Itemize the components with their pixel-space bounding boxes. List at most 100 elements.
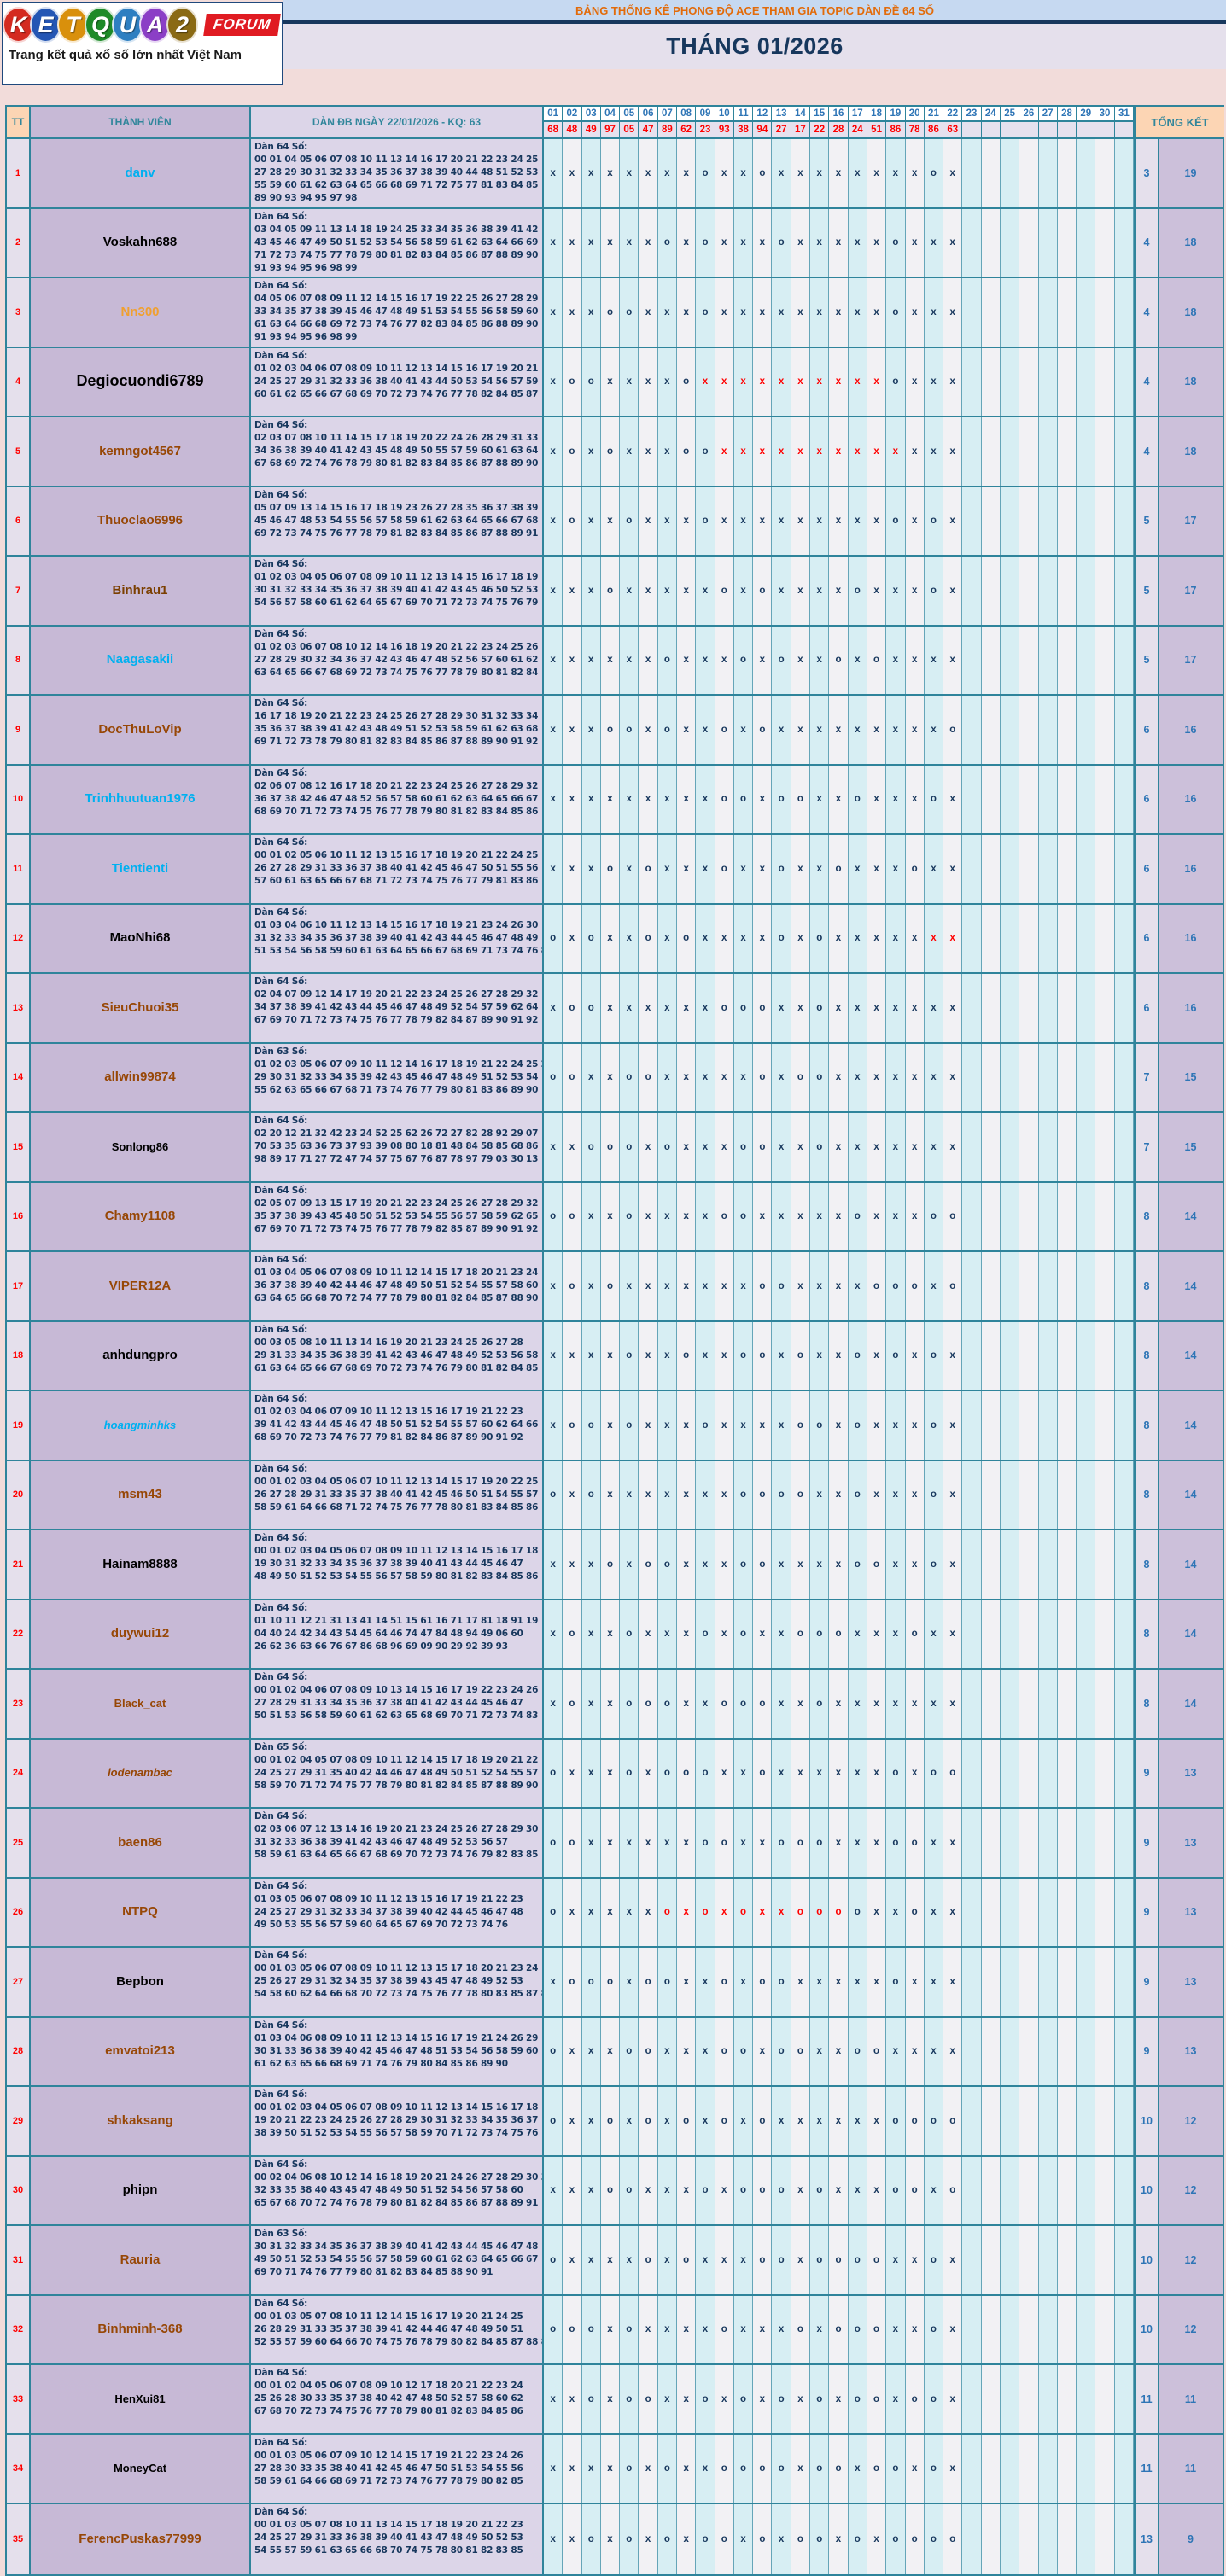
member-name[interactable]: baen86	[118, 1834, 162, 1850]
total-win-cell: 9	[1136, 2017, 1159, 2085]
member-name[interactable]: kemngot4567	[99, 443, 181, 458]
member-name[interactable]: emvatoi213	[105, 2043, 175, 2058]
mark-cell: o	[600, 1530, 621, 1599]
mark-cell: x	[905, 696, 925, 764]
mark-cell: o	[677, 2226, 697, 2294]
table-row: 21 Hainam8888 Dàn 64 Số: 00 01 02 03 04 05 …	[7, 1530, 1223, 1600]
member-name[interactable]: phipn	[122, 2183, 158, 2197]
member-name[interactable]: Chamy1108	[104, 1209, 176, 1223]
member-name[interactable]: shkaksang	[107, 2113, 173, 2128]
dan-line: Dàn 64 Số:	[254, 420, 308, 430]
member-name[interactable]: duywui12	[110, 1626, 170, 1641]
mark-cell: o	[791, 765, 811, 833]
member-name[interactable]: Binhrau1	[112, 582, 168, 597]
total-lose-cell: 14	[1159, 1530, 1223, 1599]
member-name[interactable]: VIPER12A	[108, 1278, 172, 1293]
member-name[interactable]: NTPQ	[122, 1904, 158, 1919]
dan-line: 51 53 54 56 58 59 60 61 63 64 65 66 67 6…	[254, 945, 544, 956]
mark-cell	[962, 2365, 982, 2433]
member-name[interactable]: hoangminhks	[103, 1418, 177, 1431]
mark-cell	[1019, 1600, 1039, 1668]
mark-cell	[962, 1182, 982, 1250]
dan-line: Dàn 64 Số:	[254, 1880, 308, 1891]
mark-cell: x	[620, 1460, 639, 1529]
total-lose: 14	[1184, 1349, 1197, 1362]
member-name[interactable]: msm43	[118, 1487, 162, 1501]
member-name[interactable]: danv	[125, 165, 155, 180]
member-name[interactable]: Bepbon	[116, 1973, 164, 1989]
mark-cell: x	[753, 278, 773, 347]
member-name[interactable]: FerencPuskas77999	[79, 2531, 201, 2546]
mark-cell: x	[677, 626, 697, 694]
table-row: 15 Sonlong86 Dàn 64 Số: 02 20 12 21 32 42 2…	[7, 1113, 1223, 1183]
mark-cell: x	[639, 1252, 658, 1320]
mark-cell: x	[563, 139, 582, 207]
member-name[interactable]: Trinhhuutuan1976	[85, 791, 196, 806]
member-name[interactable]: Degiocuondi6789	[76, 372, 204, 390]
mark-cell: x	[544, 2434, 563, 2503]
mark-cell: x	[715, 1252, 734, 1320]
mark-cell	[1019, 2017, 1039, 2085]
mark-cell	[962, 904, 982, 972]
member-name[interactable]: Nn300	[120, 304, 160, 319]
dan-line: 32 33 35 38 40 43 45 47 48 49 50 51 52 5…	[254, 2184, 523, 2195]
mark-cell	[1000, 417, 1020, 486]
day-number-cell: 23	[962, 107, 982, 122]
mark-cell	[1019, 2156, 1039, 2224]
mark-cell: x	[791, 1252, 811, 1320]
member-name[interactable]: Black_cat	[114, 1696, 166, 1710]
member-name[interactable]: HenXui81	[114, 2392, 166, 2405]
mark-cell	[1038, 417, 1058, 486]
total-lose: 12	[1184, 2253, 1197, 2266]
mark-cell: o	[924, 2226, 944, 2294]
member-name[interactable]: lodenambac	[108, 1766, 172, 1780]
dan-line: Dàn 64 Số:	[254, 628, 308, 639]
dan-line: 69 70 71 74 76 77 79 80 81 82 83 84 85 8…	[254, 2267, 493, 2277]
mark-cell: x	[696, 1043, 715, 1111]
dan-line: Dàn 64 Số:	[254, 2437, 308, 2448]
member-name[interactable]: SieuChuoi35	[101, 1000, 179, 1015]
member-name[interactable]: Sonlong86	[111, 1139, 169, 1153]
total-lose-cell: 18	[1159, 347, 1223, 416]
dan-line: 55 62 63 65 66 67 68 71 73 74 76 77 79 8…	[254, 1084, 539, 1095]
mark-cell: x	[753, 1600, 773, 1668]
member-name[interactable]: Tientienti	[111, 860, 169, 876]
mark-cell	[1114, 1321, 1134, 1390]
mark-cell: o	[867, 2434, 887, 2503]
mark-cell: o	[715, 2087, 734, 2155]
mark-cell: o	[715, 974, 734, 1042]
member-name[interactable]: Voskahn688	[102, 235, 178, 249]
member-name[interactable]: anhdungpro	[102, 1348, 178, 1362]
row-index: 21	[7, 1530, 31, 1599]
member-name[interactable]: DocThuLoVip	[98, 721, 182, 737]
mark-cell: x	[600, 2504, 621, 2574]
day-number-cell: 01	[544, 107, 563, 122]
day-number-cell: 18	[867, 107, 887, 122]
member-name[interactable]: allwin99874	[104, 1069, 176, 1084]
member-name[interactable]: MaoNhi68	[109, 930, 171, 945]
member-cell: DocThuLoVip	[31, 696, 251, 764]
mark-cell: x	[620, 2087, 639, 2155]
total-lose: 15	[1184, 1071, 1197, 1084]
mark-cell: x	[848, 347, 867, 416]
mark-cell: x	[715, 1113, 734, 1181]
member-name[interactable]: Thuoclao6996	[96, 513, 184, 527]
member-name[interactable]: Rauria	[120, 2252, 161, 2267]
day-numbers-row: 01 02 03 04 05 06 07 08 09 10 11 12 13 14 15 16 17 18 19 20…	[544, 107, 1134, 122]
mark-cell: o	[544, 1809, 563, 1877]
total-lose-cell: 12	[1159, 2226, 1223, 2294]
total-lose-cell: 12	[1159, 2156, 1223, 2224]
dan-line: 00 01 03 05 06 07 08 09 10 11 12 13 15 1…	[254, 1963, 539, 1973]
member-name[interactable]: Naagasakii	[106, 652, 174, 667]
row-index: 19	[7, 1391, 31, 1460]
day-result-cell: 78	[905, 122, 925, 137]
mark-cell: o	[848, 2504, 867, 2574]
mark-cell: o	[715, 2295, 734, 2363]
member-name[interactable]: Binhminh-368	[97, 2322, 183, 2336]
mark-cell: x	[657, 1252, 678, 1320]
member-name[interactable]: MoneyCat	[113, 2462, 167, 2475]
member-name[interactable]: Hainam8888	[102, 1556, 178, 1571]
